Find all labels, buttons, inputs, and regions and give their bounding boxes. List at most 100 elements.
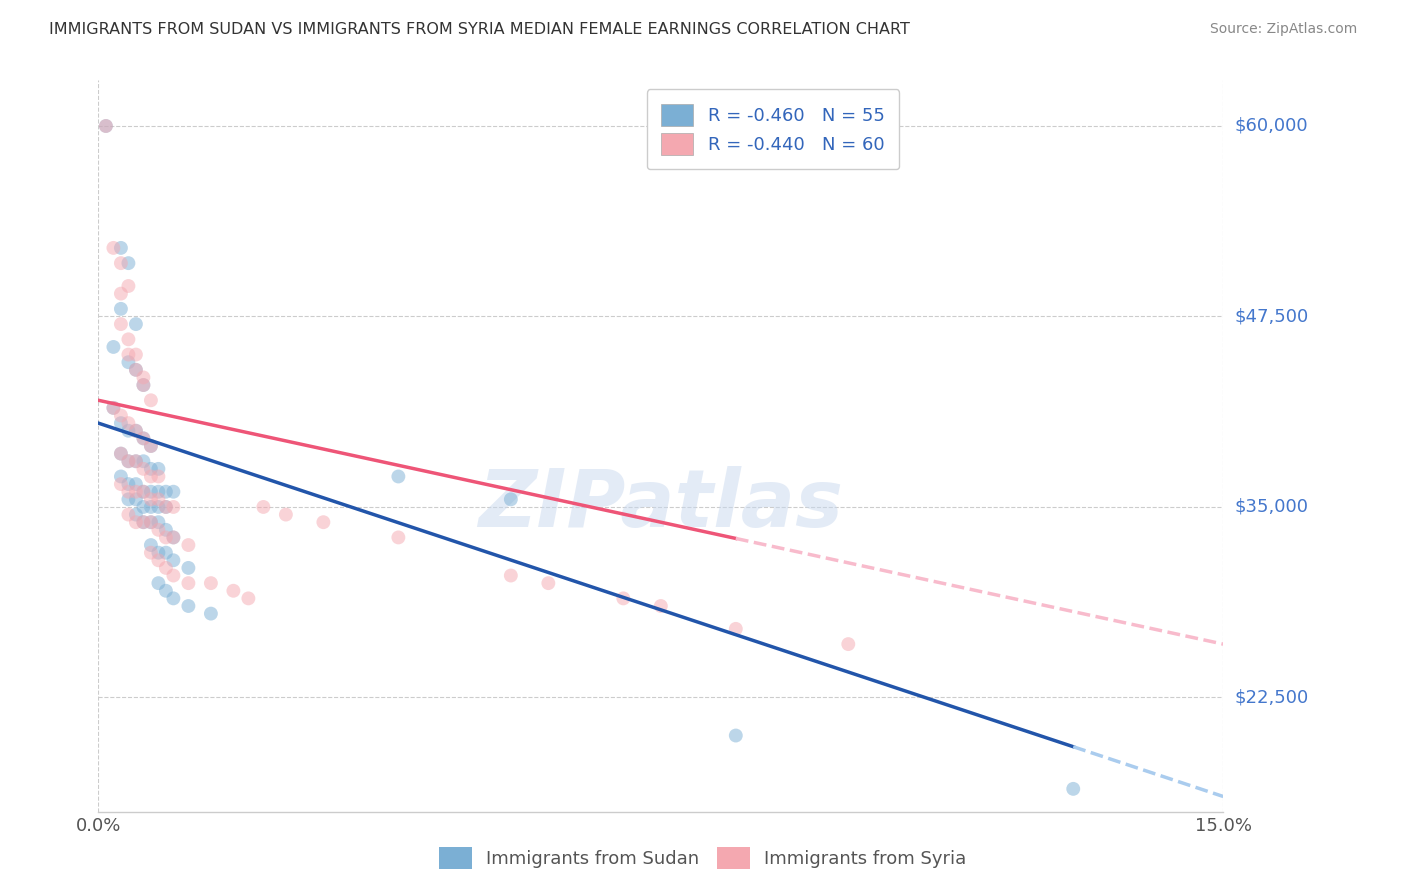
- Point: [117, 332, 139, 346]
- Point: [312, 515, 335, 529]
- Point: [139, 492, 162, 507]
- Point: [148, 553, 170, 567]
- Point: [117, 279, 139, 293]
- Point: [162, 530, 184, 544]
- Point: [117, 416, 139, 430]
- Point: [177, 576, 200, 591]
- Point: [110, 317, 132, 331]
- Point: [132, 500, 155, 514]
- Point: [125, 477, 148, 491]
- Point: [200, 576, 222, 591]
- Point: [177, 538, 200, 552]
- Point: [499, 568, 522, 582]
- Point: [117, 355, 139, 369]
- Point: [132, 431, 155, 445]
- Point: [139, 469, 162, 483]
- Point: [125, 363, 148, 377]
- Point: [117, 424, 139, 438]
- Point: [650, 599, 672, 613]
- Point: [162, 553, 184, 567]
- Point: [139, 515, 162, 529]
- Point: [499, 492, 522, 507]
- Point: [132, 431, 155, 445]
- Point: [238, 591, 260, 606]
- Point: [132, 378, 155, 392]
- Point: [162, 484, 184, 499]
- Point: [110, 301, 132, 316]
- Point: [117, 256, 139, 270]
- Point: [139, 439, 162, 453]
- Point: [139, 462, 162, 476]
- Point: [103, 241, 125, 255]
- Point: [110, 256, 132, 270]
- Point: [117, 454, 139, 468]
- Text: ZIPatlas: ZIPatlas: [478, 466, 844, 543]
- Point: [110, 469, 132, 483]
- Point: [155, 523, 177, 537]
- Point: [132, 484, 155, 499]
- Point: [125, 424, 148, 438]
- Point: [612, 591, 634, 606]
- Point: [103, 401, 125, 415]
- Point: [117, 484, 139, 499]
- Point: [274, 508, 297, 522]
- Point: [200, 607, 222, 621]
- Point: [125, 348, 148, 362]
- Point: [155, 484, 177, 499]
- Point: [110, 447, 132, 461]
- Point: [125, 454, 148, 468]
- Legend: R = -0.460   N = 55, R = -0.440   N = 60: R = -0.460 N = 55, R = -0.440 N = 60: [647, 89, 900, 169]
- Point: [537, 576, 560, 591]
- Point: [387, 530, 409, 544]
- Point: [125, 508, 148, 522]
- Point: [117, 454, 139, 468]
- Point: [117, 348, 139, 362]
- Point: [110, 241, 132, 255]
- Point: [125, 363, 148, 377]
- Point: [222, 583, 245, 598]
- Text: $35,000: $35,000: [1234, 498, 1309, 516]
- Point: [103, 401, 125, 415]
- Point: [139, 439, 162, 453]
- Point: [148, 462, 170, 476]
- Point: [155, 500, 177, 514]
- Point: [387, 469, 409, 483]
- Point: [132, 462, 155, 476]
- Point: [125, 515, 148, 529]
- Text: IMMIGRANTS FROM SUDAN VS IMMIGRANTS FROM SYRIA MEDIAN FEMALE EARNINGS CORRELATIO: IMMIGRANTS FROM SUDAN VS IMMIGRANTS FROM…: [49, 22, 910, 37]
- Point: [162, 591, 184, 606]
- Point: [117, 492, 139, 507]
- Point: [139, 538, 162, 552]
- Point: [148, 576, 170, 591]
- Point: [103, 340, 125, 354]
- Point: [139, 484, 162, 499]
- Point: [94, 119, 117, 133]
- Point: [125, 454, 148, 468]
- Point: [1062, 781, 1084, 796]
- Point: [837, 637, 859, 651]
- Point: [125, 424, 148, 438]
- Point: [139, 515, 162, 529]
- Point: [177, 561, 200, 575]
- Point: [155, 530, 177, 544]
- Point: [139, 393, 162, 408]
- Point: [139, 500, 162, 514]
- Point: [110, 416, 132, 430]
- Point: [148, 469, 170, 483]
- Point: [148, 546, 170, 560]
- Text: $47,500: $47,500: [1234, 308, 1309, 326]
- Point: [139, 546, 162, 560]
- Point: [132, 515, 155, 529]
- Point: [94, 119, 117, 133]
- Text: Source: ZipAtlas.com: Source: ZipAtlas.com: [1209, 22, 1357, 37]
- Point: [132, 484, 155, 499]
- Point: [148, 484, 170, 499]
- Point: [162, 500, 184, 514]
- Point: [148, 523, 170, 537]
- Point: [110, 447, 132, 461]
- Point: [125, 484, 148, 499]
- Point: [155, 561, 177, 575]
- Point: [132, 454, 155, 468]
- Point: [132, 378, 155, 392]
- Point: [162, 568, 184, 582]
